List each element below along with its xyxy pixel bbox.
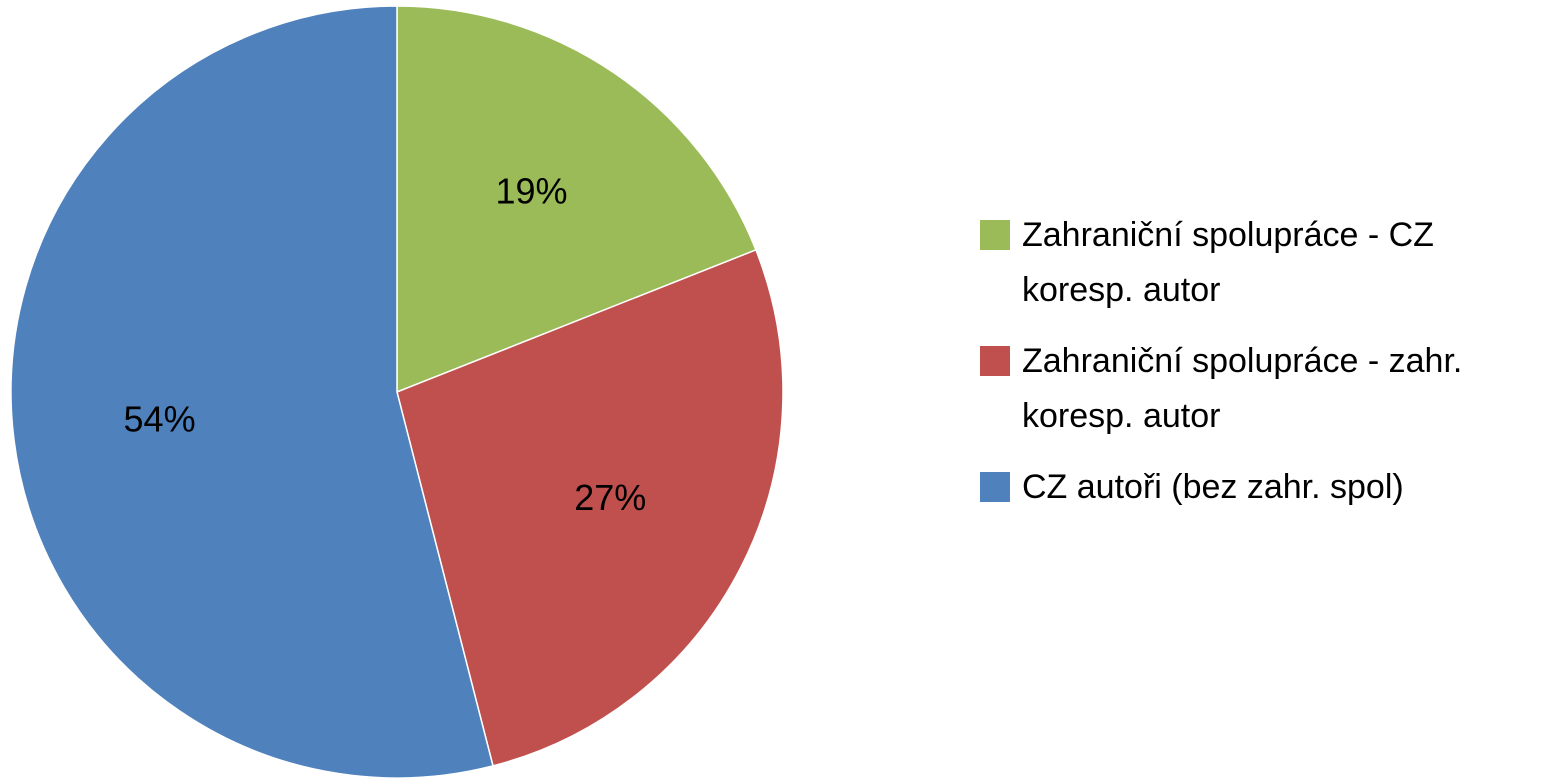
pie-slice	[10, 5, 494, 779]
legend-item: Zahraniční spolupráce - CZ koresp. autor	[980, 212, 1502, 318]
legend-swatch	[980, 346, 1010, 376]
legend-label: Zahraniční spolupráce - CZ koresp. autor	[1022, 216, 1434, 309]
legend-item: Zahraniční spolupráce - zahr. koresp. au…	[980, 338, 1502, 444]
data-label: 27%	[574, 477, 646, 518]
legend-swatch	[980, 220, 1010, 250]
legend-item: CZ autoři (bez zahr. spol)	[980, 464, 1502, 515]
data-label: 54%	[124, 399, 196, 440]
legend-label: CZ autoři (bez zahr. spol)	[1022, 468, 1404, 506]
legend-label: Zahraniční spolupráce - zahr. koresp. au…	[1022, 342, 1463, 435]
legend-swatch	[980, 472, 1010, 502]
pie-slice	[396, 5, 757, 394]
data-label: 19%	[495, 171, 567, 212]
legend: Zahraniční spolupráce - CZ koresp. autor…	[980, 212, 1502, 535]
pie-slice	[396, 248, 784, 767]
chart: 19% 27% 54%	[10, 5, 784, 779]
